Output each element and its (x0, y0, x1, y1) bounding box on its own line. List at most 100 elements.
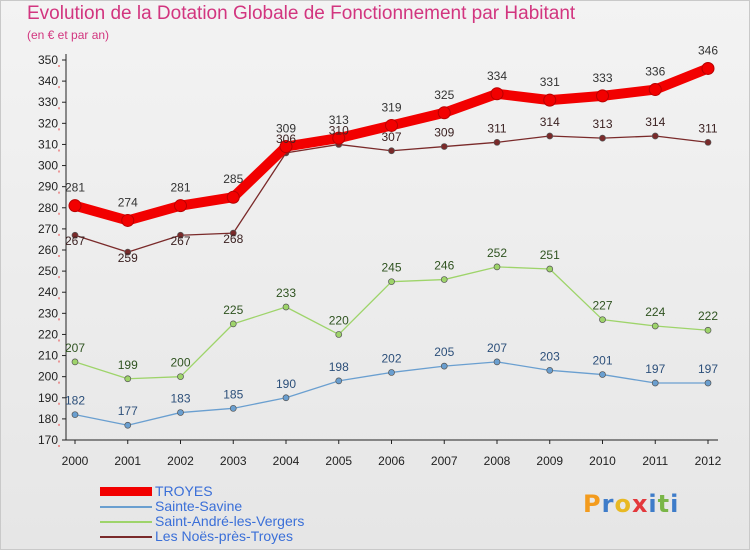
data-label: 313 (592, 117, 612, 131)
data-point (335, 377, 343, 385)
data-point (704, 379, 712, 387)
chart-title: Evolution de la Dotation Globale de Fonc… (27, 3, 576, 24)
x-tick-label: 2003 (220, 454, 247, 468)
y-tick-label: 260 (38, 243, 58, 257)
data-label: 267 (170, 234, 190, 248)
logo-letter: x (631, 490, 649, 518)
data-point (599, 316, 606, 324)
legend-swatch-les-noes (100, 536, 152, 538)
data-label: 222 (698, 309, 718, 323)
data-point (388, 369, 395, 376)
data-point (335, 331, 343, 338)
data-label: 177 (118, 404, 138, 418)
x-tick-label: 2005 (325, 454, 352, 468)
data-point (174, 199, 187, 213)
y-tick-label: 320 (38, 116, 58, 130)
data-label: 267 (65, 234, 85, 248)
y-tick-label: 350 (38, 53, 58, 67)
data-point (651, 132, 659, 140)
legend-swatch-saint-andre (100, 521, 152, 523)
data-label: 311 (698, 121, 717, 135)
data-label: 268 (223, 232, 243, 246)
data-label: 311 (487, 121, 506, 135)
y-tick-label: 280 (38, 201, 58, 215)
data-label: 207 (487, 341, 507, 355)
legend-label-sainte-savine: Sainte-Savine (155, 498, 243, 514)
data-point (437, 106, 451, 120)
data-point (279, 140, 293, 154)
data-point (388, 147, 395, 155)
data-point (493, 263, 501, 271)
x-tick-label: 2004 (273, 454, 300, 468)
data-point (704, 326, 712, 334)
x-tick-label: 2002 (167, 454, 194, 468)
data-label: 197 (645, 362, 665, 376)
data-point (543, 93, 557, 107)
data-label: 333 (592, 71, 612, 85)
data-labels: 281 274 281 285 309 313 319 325 334 331 333 336 346 1… (65, 43, 718, 418)
data-point (282, 303, 290, 311)
data-point (493, 358, 501, 366)
data-point (229, 404, 237, 412)
data-label: 314 (540, 115, 560, 129)
y-tick-label: 230 (38, 306, 58, 320)
data-point (177, 409, 184, 416)
y-tick-label: 300 (38, 159, 58, 173)
data-label: 309 (276, 122, 296, 136)
data-label: 307 (381, 130, 401, 144)
x-tick-label: 2011 (642, 454, 668, 468)
data-point (124, 248, 132, 256)
x-tick-label: 2012 (695, 454, 722, 468)
y-tick-label: 180 (38, 412, 58, 426)
legend-swatch-troyes (100, 487, 152, 496)
data-point (596, 89, 609, 103)
legend-label-saint-andre: Saint-André-les-Vergers (155, 513, 305, 529)
data-label: 203 (540, 349, 560, 363)
data-label: 306 (276, 132, 296, 146)
x-tick-label: 2007 (431, 454, 458, 468)
data-label: 281 (170, 181, 190, 195)
logo-letter: r (601, 490, 615, 518)
logo-letter: i (648, 490, 658, 518)
data-label: 259 (118, 251, 138, 265)
data-label: 183 (170, 392, 190, 406)
logo-letter: t (657, 490, 671, 518)
data-point (490, 87, 504, 101)
data-point (440, 362, 448, 370)
series-line-0 (70, 63, 713, 226)
data-label: 224 (645, 305, 665, 319)
y-tick-label: 290 (38, 180, 58, 194)
x-tick-label: 2010 (589, 454, 616, 468)
y-tick-label: 310 (38, 137, 58, 151)
data-label: 198 (329, 360, 349, 374)
data-label: 274 (118, 195, 138, 209)
data-label: 199 (118, 358, 138, 372)
data-label: 227 (592, 299, 612, 313)
data-label: 205 (434, 345, 454, 359)
chart-series (68, 61, 715, 429)
data-label: 197 (698, 362, 718, 376)
y-tick-label: 270 (38, 222, 58, 236)
data-point (704, 138, 712, 146)
y-tick-label: 330 (38, 95, 58, 109)
legend-swatch-sainte-savine (100, 506, 152, 508)
y-tick-label: 220 (38, 327, 58, 341)
data-label: 225 (223, 303, 243, 317)
y-tick-label: 210 (38, 349, 58, 363)
data-label: 309 (434, 126, 454, 140)
data-point (701, 61, 715, 75)
chart-subtitle: (en € et par an) (27, 28, 110, 42)
data-point (440, 276, 448, 283)
legend-label-troyes: TROYES (155, 483, 213, 499)
data-label: 331 (540, 75, 560, 89)
data-point (651, 322, 659, 330)
data-label: 334 (487, 69, 507, 83)
data-label: 182 (65, 394, 85, 408)
x-tick-label: 2006 (378, 454, 405, 468)
data-point (493, 138, 501, 146)
data-label: 245 (381, 261, 401, 275)
data-point (68, 199, 82, 213)
data-point (599, 371, 606, 378)
data-label: 190 (276, 377, 296, 391)
